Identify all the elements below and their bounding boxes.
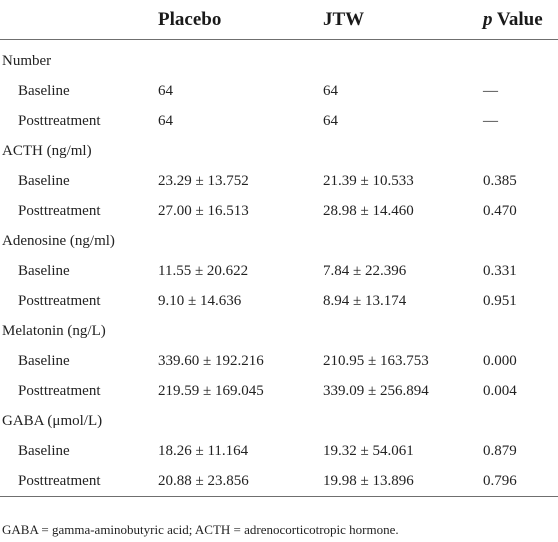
jtw-cell: 28.98 ± 14.460 — [323, 202, 414, 219]
p-value-cell: 0.385 — [483, 172, 517, 189]
p-value-cell: 0.879 — [483, 442, 517, 459]
header-p-value: p Value — [483, 0, 558, 40]
table-body: Number Baseline 64 64 — Posttreatment 64… — [0, 40, 558, 497]
row-label: Baseline — [18, 172, 70, 189]
placebo-cell: 64 — [158, 82, 173, 99]
jtw-cell: 19.98 ± 13.896 — [323, 466, 483, 497]
group-row: Adenosine (ng/ml) — [0, 226, 558, 256]
row-label: Posttreatment — [18, 202, 101, 219]
table-row: Posttreatment 64 64 — — [0, 106, 558, 136]
placebo-cell: 339.60 ± 192.216 — [158, 352, 264, 369]
group-row: Melatonin (ng/L) — [0, 316, 558, 346]
table-row: Baseline 339.60 ± 192.216 210.95 ± 163.7… — [0, 346, 558, 376]
placebo-cell: 11.55 ± 20.622 — [158, 262, 249, 279]
group-row: Number — [0, 40, 558, 77]
placebo-cell: 9.10 ± 14.636 — [158, 292, 242, 309]
p-value-cell: 0.331 — [483, 262, 517, 279]
placebo-cell: 64 — [158, 112, 173, 129]
group-label: Adenosine (ng/ml) — [2, 232, 115, 249]
group-row: ACTH (ng/ml) — [0, 136, 558, 166]
row-label: Baseline — [18, 262, 70, 279]
header-value-word: Value — [492, 8, 543, 30]
placebo-cell: 20.88 ± 23.856 — [158, 466, 323, 497]
p-value-cell: 0.951 — [483, 292, 517, 309]
row-label: Baseline — [18, 352, 70, 369]
p-value-cell: 0.470 — [483, 202, 517, 219]
jtw-cell: 8.94 ± 13.174 — [323, 292, 407, 309]
group-row: GABA (μmol/L) — [0, 406, 558, 436]
p-value-cell: 0.004 — [483, 382, 517, 399]
p-value-cell: 0.796 — [483, 466, 558, 497]
jtw-cell: 339.09 ± 256.894 — [323, 382, 429, 399]
table-row: Posttreatment 20.88 ± 23.856 19.98 ± 13.… — [0, 466, 558, 497]
table-row: Posttreatment 27.00 ± 16.513 28.98 ± 14.… — [0, 196, 558, 226]
row-label: Posttreatment — [18, 112, 101, 129]
table-row: Baseline 64 64 — — [0, 76, 558, 106]
group-label: GABA (μmol/L) — [2, 412, 103, 429]
group-label: Melatonin (ng/L) — [2, 322, 106, 339]
row-label: Posttreatment — [18, 382, 101, 399]
placebo-cell: 23.29 ± 13.752 — [158, 172, 249, 189]
row-label: Baseline — [18, 82, 70, 99]
p-value-cell: 0.000 — [483, 352, 517, 369]
table-row: Posttreatment 9.10 ± 14.636 8.94 ± 13.17… — [0, 286, 558, 316]
group-label: ACTH (ng/ml) — [2, 142, 92, 159]
jtw-cell: 7.84 ± 22.396 — [323, 262, 407, 279]
group-label: Number — [2, 52, 52, 69]
row-label: Baseline — [18, 442, 70, 459]
jtw-cell: 19.32 ± 54.061 — [323, 442, 414, 459]
placebo-cell: 219.59 ± 169.045 — [158, 382, 264, 399]
table-row: Baseline 11.55 ± 20.622 7.84 ± 22.396 0.… — [0, 256, 558, 286]
header-jtw: JTW — [323, 0, 483, 40]
jtw-cell: 21.39 ± 10.533 — [323, 172, 414, 189]
jtw-cell: 64 — [323, 82, 338, 99]
table-row: Posttreatment 219.59 ± 169.045 339.09 ± … — [0, 376, 558, 406]
table-footnote: GABA = gamma-aminobutyric acid; ACTH = a… — [2, 522, 399, 537]
placebo-cell: 27.00 ± 16.513 — [158, 202, 249, 219]
table-row: Baseline 23.29 ± 13.752 21.39 ± 10.533 0… — [0, 166, 558, 196]
jtw-cell: 210.95 ± 163.753 — [323, 352, 429, 369]
p-value-cell: — — [483, 112, 498, 129]
row-label: Posttreatment — [18, 292, 101, 309]
header-row: Placebo JTW p Value — [0, 0, 558, 40]
header-blank — [0, 0, 158, 40]
header-placebo: Placebo — [158, 0, 323, 40]
header-p-letter: p — [483, 8, 493, 30]
jtw-cell: 64 — [323, 112, 338, 129]
p-value-cell: — — [483, 82, 498, 99]
row-label: Posttreatment — [0, 466, 158, 497]
table-row: Baseline 18.26 ± 11.164 19.32 ± 54.061 0… — [0, 436, 558, 466]
placebo-cell: 18.26 ± 11.164 — [158, 442, 249, 459]
results-table: Placebo JTW p Value Number Baseline 64 6… — [0, 0, 558, 497]
